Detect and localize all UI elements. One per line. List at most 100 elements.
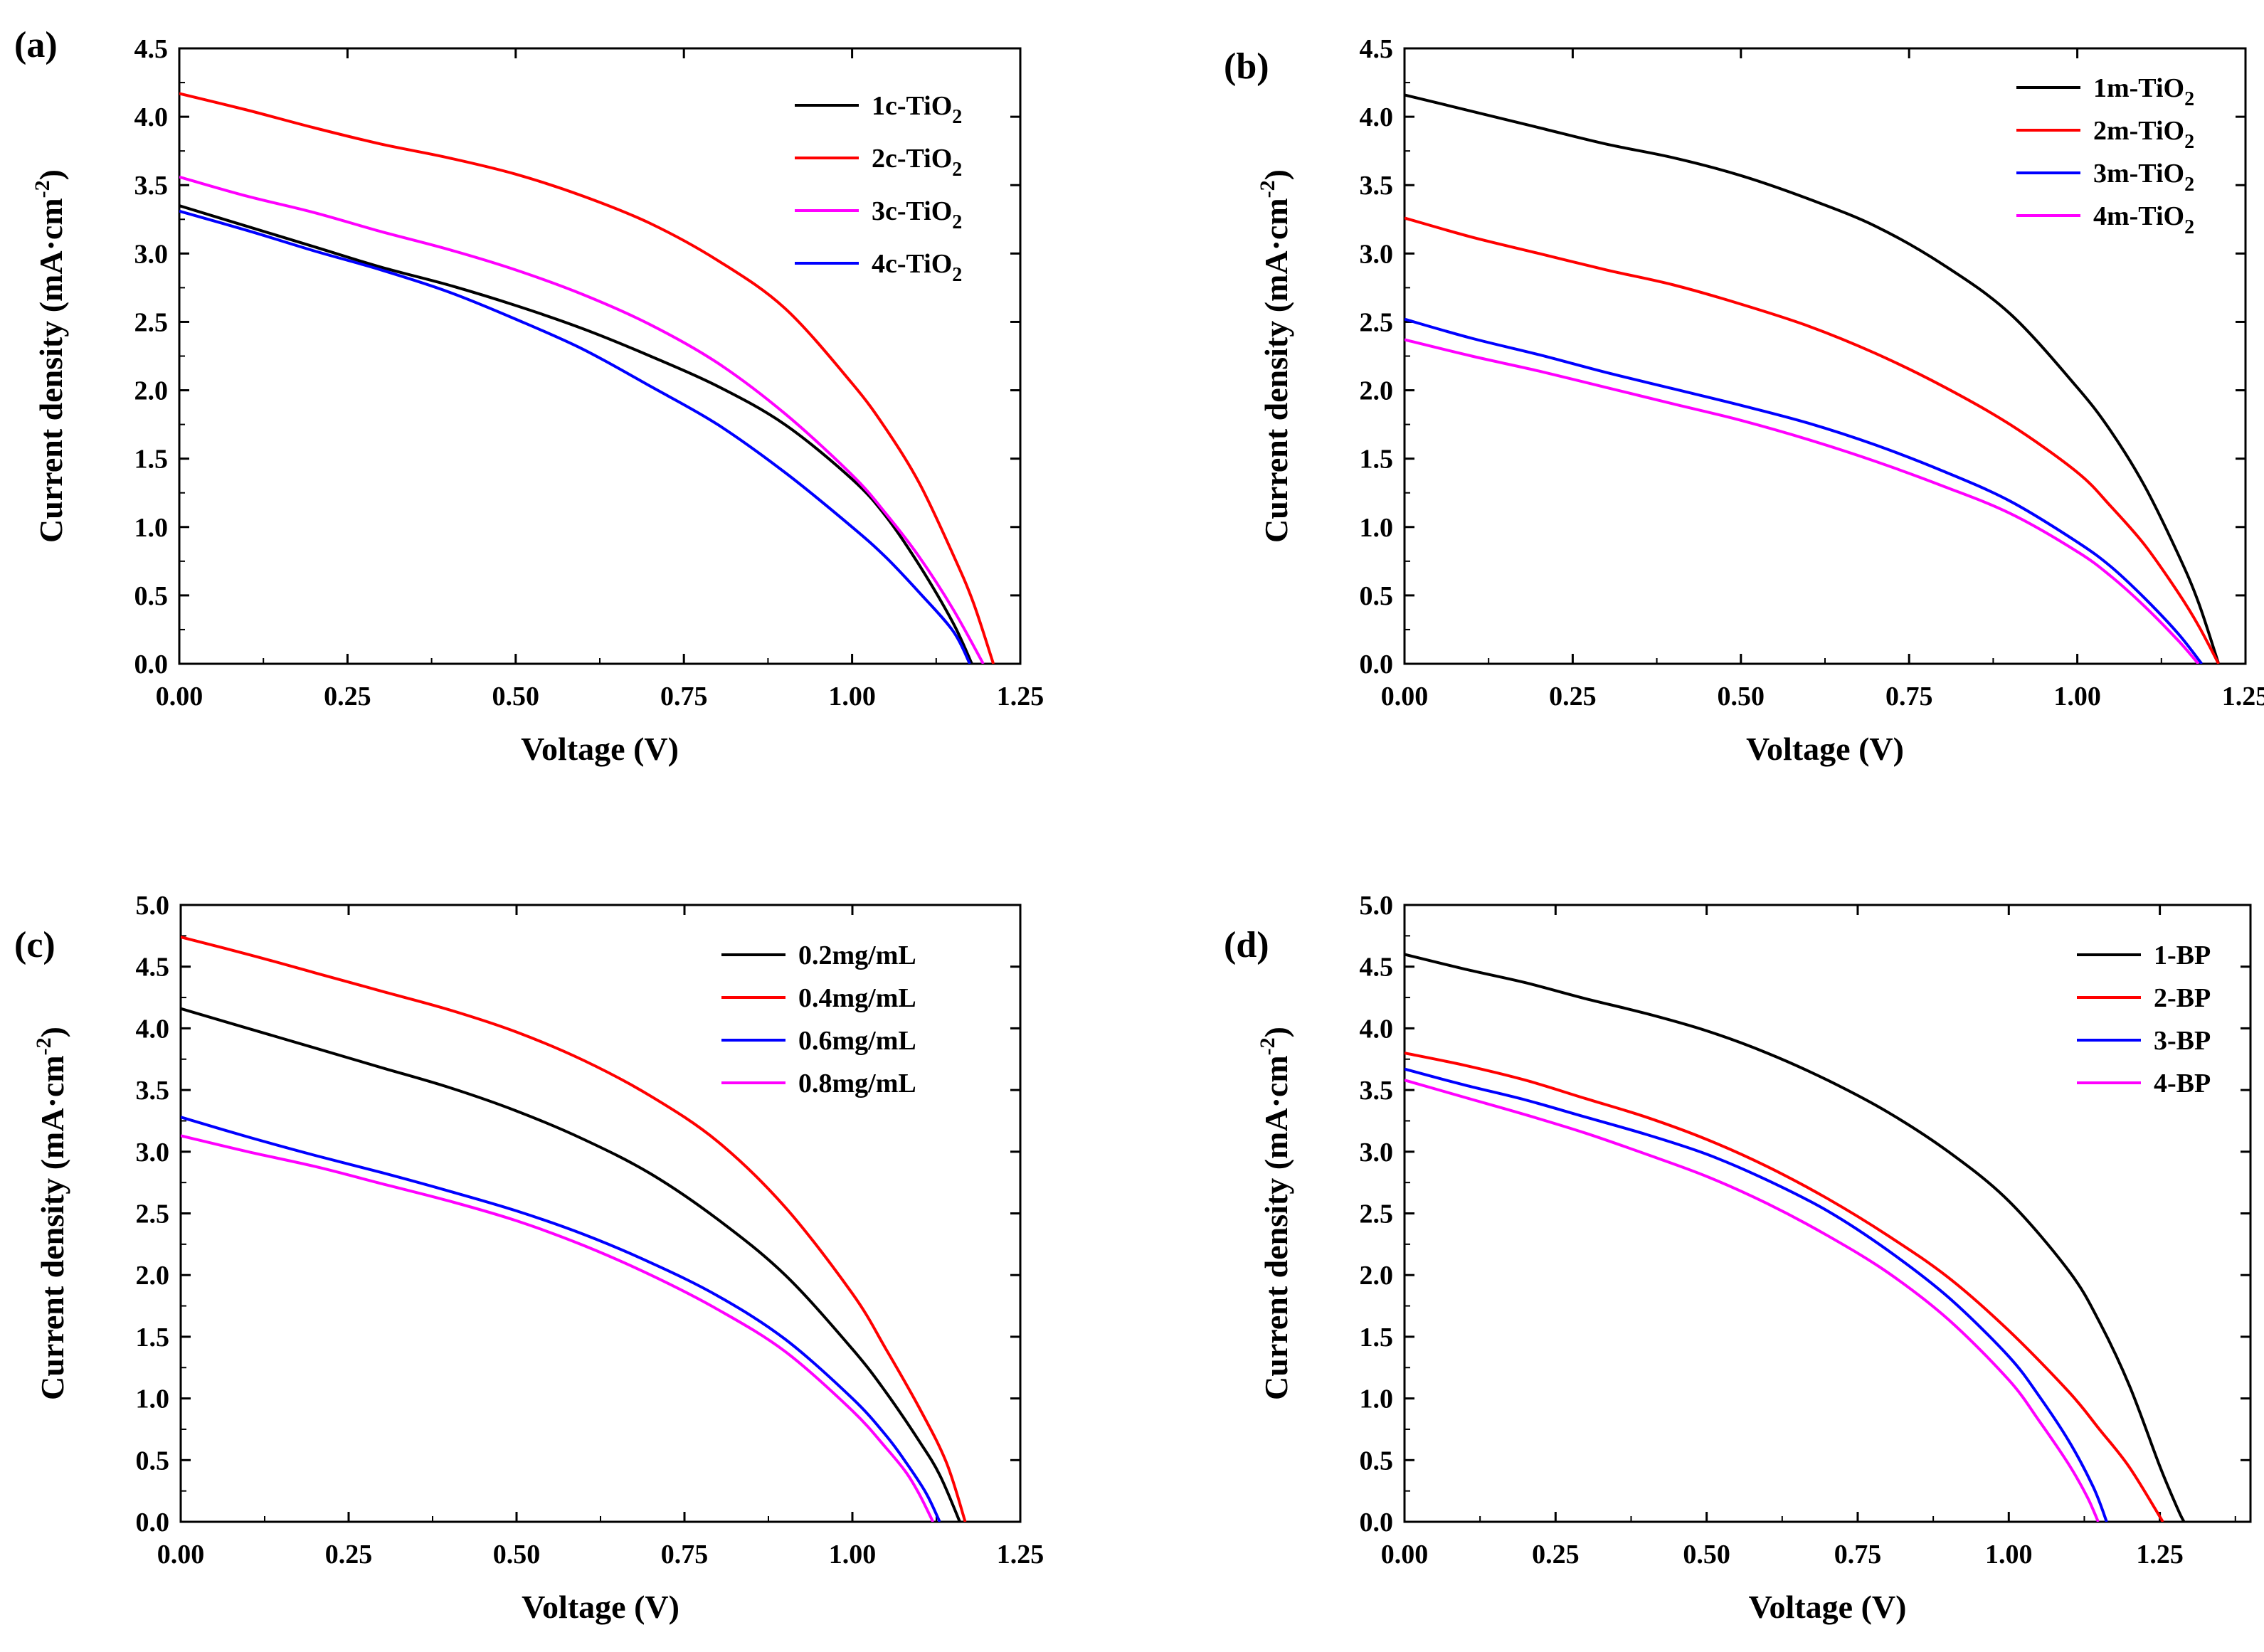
y-tick-label: 2.5 — [1360, 307, 1394, 337]
legend-text: 1-BP — [2154, 941, 2211, 970]
y-axis-label-end: ) — [34, 1027, 70, 1037]
y-tick-label: 0.5 — [1360, 581, 1394, 611]
x-tick-label: 0.50 — [493, 1540, 541, 1569]
y-axis-label-sup: -2 — [32, 1037, 55, 1055]
y-tick-label: 4.0 — [134, 102, 169, 132]
legend-text: 4m-TiO — [2093, 201, 2184, 231]
y-tick-label: 2.0 — [134, 376, 169, 406]
series-line-1 — [1405, 93, 2221, 664]
x-tick-label: 1.25 — [997, 1540, 1044, 1569]
y-axis-label: Current density (mA·cm-2) — [1256, 169, 1294, 543]
legend-subscript: 2 — [2184, 88, 2194, 110]
legend-subscript: 2 — [2184, 131, 2194, 153]
y-tick-label: 4.0 — [1360, 102, 1394, 132]
legend-entry-3: 3m-TiO2 — [2093, 159, 2194, 196]
y-axis-label-main: Current density (mA·cm — [34, 1055, 70, 1400]
x-tick-label: 0.00 — [156, 682, 203, 711]
x-tick-label: 1.25 — [2136, 1540, 2184, 1569]
x-tick-label: 0.75 — [1885, 682, 1933, 711]
legend-entry-4: 4-BP — [2154, 1069, 2211, 1098]
y-tick-label: 0.0 — [1360, 650, 1394, 679]
y-tick-label: 3.5 — [1360, 171, 1394, 201]
y-axis-label-main: Current density (mA·cm — [33, 198, 69, 543]
legend-subscript: 2 — [2184, 174, 2194, 196]
legend-entry-4: 4c-TiO2 — [872, 249, 962, 286]
legend-entry-4: 0.8mg/mL — [798, 1069, 916, 1098]
y-axis-label-main: Current density (mA·cm — [1258, 1055, 1294, 1400]
x-tick-label: 0.25 — [324, 682, 371, 711]
legend-entry-3: 3-BP — [2154, 1026, 2211, 1056]
y-tick-label: 4.5 — [136, 953, 170, 983]
panel-label: (d) — [1224, 925, 1269, 965]
y-tick-label: 1.5 — [134, 445, 169, 475]
legend-text: 4c-TiO — [872, 249, 952, 279]
y-tick-label: 3.5 — [134, 171, 169, 201]
x-tick-label: 0.75 — [661, 1540, 709, 1569]
panel-label: (c) — [14, 925, 55, 965]
legend-entry-2: 0.4mg/mL — [798, 983, 916, 1013]
y-axis-label: Current density (mA·cm-2) — [31, 169, 69, 543]
y-tick-label: 0.0 — [1360, 1508, 1394, 1537]
y-tick-label: 4.5 — [134, 34, 169, 64]
y-tick-label: 1.0 — [1360, 1384, 1394, 1414]
legend-entry-1: 1m-TiO2 — [2093, 73, 2194, 110]
y-tick-label: 5.0 — [1360, 891, 1394, 921]
y-tick-label: 1.5 — [1360, 1323, 1394, 1352]
y-tick-label: 2.0 — [1360, 376, 1394, 406]
series-line-4 — [179, 209, 971, 664]
y-tick-label: 3.0 — [1360, 239, 1394, 269]
panel-c: (c) 0.00 0.25 0.50 0.75 1.00 1.25 0.0 0.5 1.0 1.5 2… — [14, 891, 1044, 1625]
y-tick-label: 1.0 — [1360, 513, 1394, 543]
series-line-1 — [1405, 953, 2186, 1522]
y-tick-label: 3.5 — [1360, 1076, 1394, 1106]
legend-text: 0.8mg/mL — [798, 1069, 916, 1098]
y-tick-label: 0.5 — [1360, 1446, 1394, 1476]
x-tick-label: 1.25 — [2222, 682, 2264, 711]
legend-entry-3: 3c-TiO2 — [872, 196, 962, 233]
y-axis-label: Current density (mA·cm-2) — [32, 1027, 70, 1400]
panel-label: (a) — [14, 25, 58, 65]
x-tick-label: 0.50 — [1718, 682, 1765, 711]
legend-text: 2c-TiO — [872, 144, 952, 174]
series-line-3 — [1405, 317, 2204, 664]
y-tick-label: 1.5 — [136, 1323, 170, 1352]
y-axis-label-main: Current density (mA·cm — [1258, 198, 1294, 543]
legend-text: 2m-TiO — [2093, 116, 2184, 146]
y-tick-label: 2.5 — [134, 307, 169, 337]
panel-d: (d) 0.00 0.25 0.50 0.75 1.00 1.25 0.0 0.5 1.0 1.5 2… — [1224, 891, 2252, 1625]
legend-text: 0.2mg/mL — [798, 941, 916, 970]
x-tick-label: 1.00 — [829, 1540, 877, 1569]
legend-text: 3-BP — [2154, 1026, 2211, 1056]
series-line-1 — [179, 204, 973, 664]
x-axis-label: Voltage (V) — [521, 731, 679, 767]
series-line-2 — [1405, 216, 2220, 664]
x-tick-label: 1.25 — [997, 682, 1044, 711]
legend-text: 4-BP — [2154, 1069, 2211, 1098]
legend-text: 0.6mg/mL — [798, 1026, 916, 1056]
y-tick-label: 2.5 — [1360, 1200, 1394, 1229]
legend-subscript: 2 — [952, 264, 962, 286]
plot-frame — [178, 47, 1022, 665]
x-tick-label: 1.00 — [2053, 682, 2101, 711]
series-line-2 — [179, 92, 995, 664]
legend-text: 1m-TiO — [2093, 73, 2184, 103]
legend-entry-3: 0.6mg/mL — [798, 1026, 916, 1056]
series-line-3 — [1405, 1067, 2108, 1522]
series-line-3 — [181, 1116, 941, 1522]
y-axis-label-end: ) — [33, 169, 69, 180]
legend-text: 3m-TiO — [2093, 159, 2184, 189]
y-axis-label-sup: -2 — [31, 180, 54, 198]
y-tick-label: 3.0 — [136, 1138, 170, 1167]
y-tick-label: 0.0 — [134, 650, 169, 679]
x-tick-label: 0.25 — [325, 1540, 373, 1569]
x-tick-label: 0.00 — [1381, 1540, 1429, 1569]
y-axis-label-end: ) — [1258, 169, 1294, 180]
series-line-1 — [181, 1007, 961, 1522]
y-tick-label: 1.5 — [1360, 445, 1394, 475]
x-tick-label: 1.00 — [1985, 1540, 2033, 1569]
legend-entry-2: 2c-TiO2 — [872, 144, 962, 181]
y-axis-label-end: ) — [1258, 1027, 1294, 1037]
y-tick-label: 4.5 — [1360, 34, 1394, 64]
y-tick-label: 3.0 — [1360, 1138, 1394, 1167]
y-tick-label: 5.0 — [136, 891, 170, 921]
